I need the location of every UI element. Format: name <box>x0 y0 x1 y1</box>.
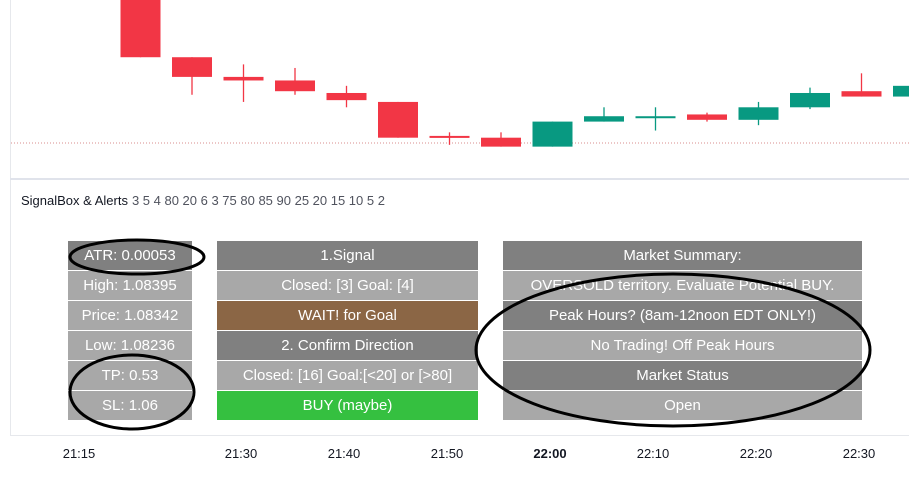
time-tick: 22:30 <box>842 446 876 461</box>
time-tick: 21:15 <box>62 446 96 461</box>
confirm-direction-header: 2. Confirm Direction <box>217 331 478 360</box>
price-chart-pane[interactable] <box>10 0 909 178</box>
signal-table: 1.Signal Closed: [3] Goal: [4] WAIT! for… <box>217 241 478 421</box>
candle-body <box>223 76 264 81</box>
high-cell: High: 1.08395 <box>68 271 192 300</box>
candle[interactable] <box>687 112 727 122</box>
candle-body <box>790 92 830 108</box>
indicator-legend[interactable]: SignalBox & Alerts 3 5 4 80 20 6 3 75 80 … <box>21 193 385 208</box>
candle-body <box>738 107 779 120</box>
low-value: Low: 1.08236 <box>84 337 176 354</box>
tp-value: TP: 0.53 <box>101 367 159 384</box>
tp-cell: TP: 0.53 <box>68 361 192 390</box>
time-tick: 22:20 <box>739 446 773 461</box>
peak-hours-text: Peak Hours? (8am-12noon EDT ONLY!) <box>548 307 817 324</box>
candle-body <box>893 85 909 97</box>
candle[interactable] <box>275 67 315 95</box>
candle-body <box>326 92 367 101</box>
trading-status-text: No Trading! Off Peak Hours <box>590 337 775 354</box>
indicator-title: SignalBox & Alerts <box>21 193 128 208</box>
candle[interactable] <box>738 101 779 126</box>
high-value: High: 1.08395 <box>83 277 177 294</box>
direction-result-cell: BUY (maybe) <box>217 391 478 420</box>
time-tick: 22:00 <box>533 446 567 461</box>
candle-body <box>275 80 315 92</box>
market-status-header-text: Market Status <box>636 367 729 384</box>
signal-status-cell: WAIT! for Goal <box>217 301 478 330</box>
sl-cell: SL: 1.06 <box>68 391 192 420</box>
market-status-cell: Open <box>503 391 862 420</box>
market-status-header: Market Status <box>503 361 862 390</box>
candle-body <box>481 137 521 147</box>
candle[interactable] <box>532 121 573 147</box>
pane-divider[interactable] <box>10 178 909 180</box>
summary-header: Market Summary: <box>503 241 862 270</box>
confirm-closed-text: Closed: [16] Goal:[<20] or [>80] <box>242 367 453 384</box>
signal-header: 1.Signal <box>217 241 478 270</box>
sl-value: SL: 1.06 <box>102 397 158 414</box>
direction-result-text: BUY (maybe) <box>302 397 393 414</box>
peak-hours-header: Peak Hours? (8am-12noon EDT ONLY!) <box>503 301 862 330</box>
candle[interactable] <box>326 85 367 108</box>
candle[interactable] <box>893 79 909 97</box>
time-tick: 21:40 <box>327 446 361 461</box>
atr-value: ATR: 0.00053 <box>84 247 176 264</box>
market-status-text: Open <box>664 397 701 414</box>
stats-table: ATR: 0.00053 High: 1.08395 Price: 1.0834… <box>68 241 192 421</box>
candle-body <box>687 114 727 120</box>
atr-cell: ATR: 0.00053 <box>68 241 192 270</box>
candle[interactable] <box>223 64 264 102</box>
signal-closed-text: Closed: [3] Goal: [4] <box>281 277 414 294</box>
candle[interactable] <box>481 132 521 147</box>
candle-body <box>172 57 212 77</box>
candle[interactable] <box>378 101 418 138</box>
time-tick: 22:10 <box>636 446 670 461</box>
indicator-params: 3 5 4 80 20 6 3 75 80 85 90 25 20 15 10 … <box>131 193 385 208</box>
price-cell: Price: 1.08342 <box>68 301 192 330</box>
summary-condition-cell: OVERSOLD territory. Evaluate Potential B… <box>503 271 862 300</box>
price-value: Price: 1.08342 <box>81 307 179 324</box>
time-axis[interactable]: 21:15 21:30 21:40 21:50 22:00 22:10 22:2… <box>10 435 909 469</box>
candle[interactable] <box>790 87 830 110</box>
summary-condition-text: OVERSOLD territory. Evaluate Potential B… <box>530 277 835 294</box>
indicator-pane[interactable]: SignalBox & Alerts 3 5 4 80 20 6 3 75 80 … <box>10 180 909 435</box>
low-cell: Low: 1.08236 <box>68 331 192 360</box>
candle[interactable] <box>120 0 161 58</box>
time-tick: 21:50 <box>430 446 464 461</box>
candle-body <box>841 91 882 97</box>
candle-body <box>532 121 573 147</box>
market-summary-table: Market Summary: OVERSOLD territory. Eval… <box>503 241 862 421</box>
candle[interactable] <box>429 132 470 145</box>
signal-status-text: WAIT! for Goal <box>298 307 397 324</box>
candle[interactable] <box>584 107 624 122</box>
candle-body <box>429 135 470 138</box>
trading-status-cell: No Trading! Off Peak Hours <box>503 331 862 360</box>
candle-body <box>635 116 676 119</box>
candle-body <box>120 0 161 58</box>
candlestick-chart[interactable] <box>11 0 909 178</box>
candle-body <box>584 116 624 122</box>
candle-body <box>378 101 418 138</box>
candle[interactable] <box>841 73 882 97</box>
candle[interactable] <box>172 57 212 95</box>
signal-header-text: 1.Signal <box>320 247 375 264</box>
confirm-direction-text: 2. Confirm Direction <box>281 337 414 354</box>
candle[interactable] <box>635 107 676 131</box>
summary-header-text: Market Summary: <box>623 247 742 264</box>
time-tick: 21:30 <box>224 446 258 461</box>
signal-closed-cell: Closed: [3] Goal: [4] <box>217 271 478 300</box>
confirm-closed-cell: Closed: [16] Goal:[<20] or [>80] <box>217 361 478 390</box>
